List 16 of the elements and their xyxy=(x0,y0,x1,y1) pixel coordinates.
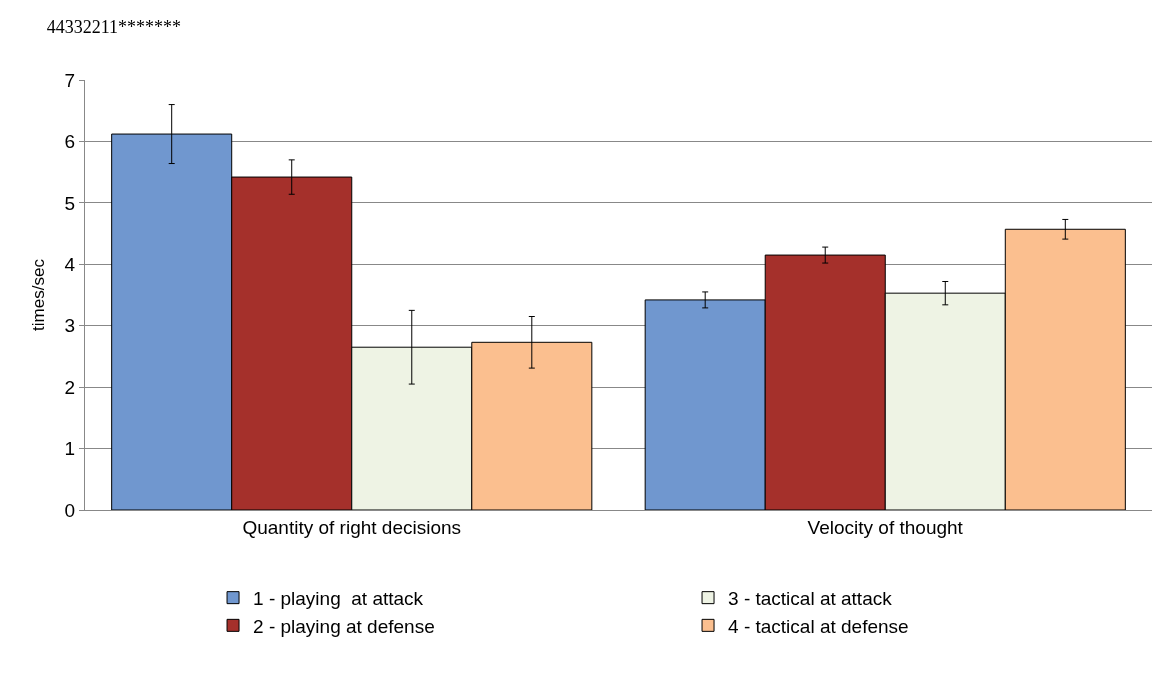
y-tick-label: 2 xyxy=(64,376,76,398)
y-tick-label: 0 xyxy=(64,499,76,521)
y-tick-label: 4 xyxy=(64,253,76,275)
y-tick-label: 7 xyxy=(64,69,76,91)
chart-title: 44332211******* xyxy=(46,16,182,37)
y-tick-label: 6 xyxy=(64,131,76,153)
x-tick-label: Velocity of thought xyxy=(807,516,964,538)
y-axis-title: times/sec xyxy=(29,258,49,331)
y-tick-label: 5 xyxy=(64,192,76,214)
legend-label: 1 - playing at attack xyxy=(253,588,424,610)
legend-label: 3 - tactical at attack xyxy=(728,588,893,610)
y-tick-label: 3 xyxy=(64,315,76,337)
x-tick-label: Quantity of right decisions xyxy=(242,516,462,538)
y-tick-label: 1 xyxy=(64,438,76,460)
legend-label: 4 - tactical at defense xyxy=(728,615,909,637)
legend-label: 2 - playing at defense xyxy=(253,615,435,637)
